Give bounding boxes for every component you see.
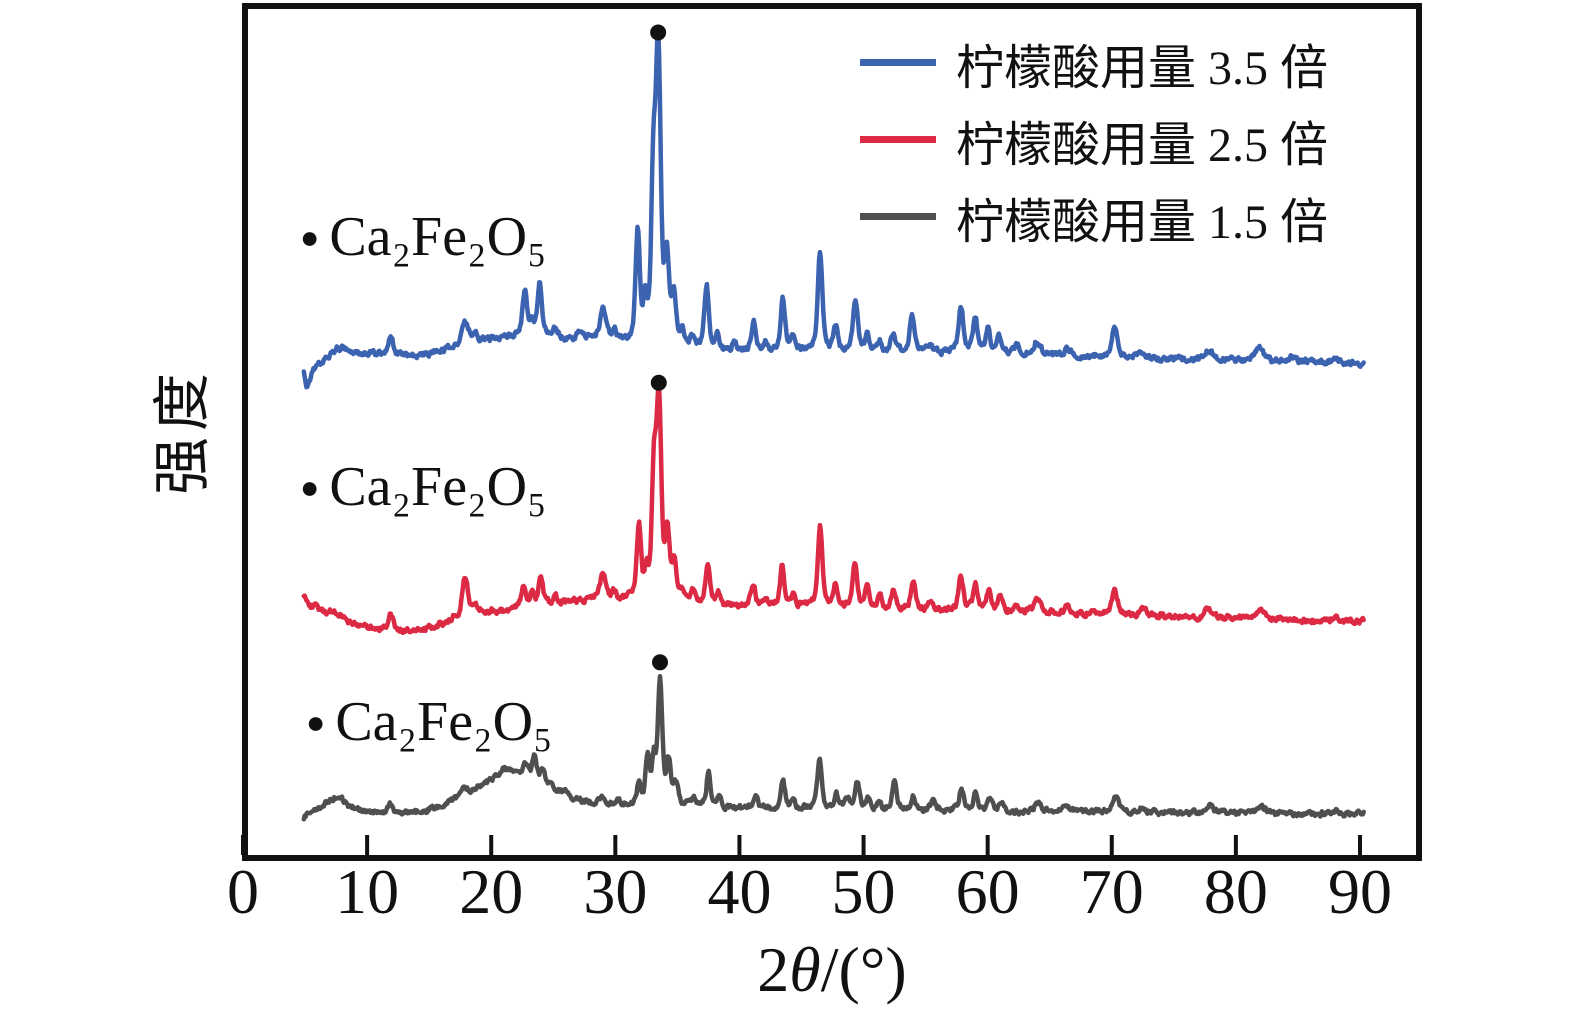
x-axis-label-prefix: 2 (757, 934, 790, 1005)
x-axis-label-suffix: /(°) (820, 934, 907, 1005)
main-peak-marker-dot-icon (650, 24, 667, 41)
x-tick-label: 70 (1080, 856, 1144, 927)
phase-formula: Ca₂Fe₂O₅ (329, 456, 547, 518)
x-axis-label: 2θ/(°) (562, 938, 1102, 1002)
phase-marker-dot-icon: ● (306, 703, 326, 740)
x-tick-label: 0 (227, 856, 259, 927)
phase-marker-dot-icon: ● (300, 218, 320, 255)
legend-line-swatch-red (860, 136, 936, 143)
phase-label: ● Ca₂Fe₂O₅ (300, 452, 547, 522)
plot-frame (242, 3, 1422, 861)
xrd-curve-0 (301, 27, 1366, 390)
legend-line-swatch-gray (860, 213, 936, 220)
legend-item: 柠檬酸用量 3.5 倍 (860, 24, 1328, 101)
xrd-curve-2 (301, 674, 1366, 822)
x-tick-label: 30 (583, 856, 647, 927)
x-tick-label: 60 (956, 856, 1020, 927)
x-tick-label: 40 (707, 856, 771, 927)
legend-label: 柠檬酸用量 3.5 倍 (956, 41, 1329, 95)
legend: 柠檬酸用量 3.5 倍 柠檬酸用量 2.5 倍 柠檬酸用量 1.5 倍 (860, 24, 1328, 255)
legend-item: 柠檬酸用量 1.5 倍 (860, 178, 1328, 255)
y-axis-label: 强度 (150, 367, 215, 496)
x-tick-label: 50 (832, 856, 896, 927)
main-peak-marker-dot-icon (652, 654, 669, 671)
x-tick-label: 10 (335, 856, 399, 927)
phase-formula: Ca₂Fe₂O₅ (335, 691, 553, 753)
legend-line-swatch-blue (860, 59, 936, 66)
legend-label: 柠檬酸用量 2.5 倍 (956, 118, 1329, 172)
phase-formula: Ca₂Fe₂O₅ (329, 206, 547, 268)
phase-marker-dot-icon: ● (300, 468, 320, 505)
x-tick-label: 80 (1204, 856, 1268, 927)
x-axis-label-theta: θ (789, 934, 821, 1005)
legend-label: 柠檬酸用量 1.5 倍 (956, 195, 1329, 249)
legend-item: 柠檬酸用量 2.5 倍 (860, 101, 1328, 178)
x-tick-label: 90 (1328, 856, 1392, 927)
main-peak-marker-dot-icon (650, 374, 667, 391)
xrd-curve-1 (301, 384, 1366, 636)
x-tick-label: 20 (459, 856, 523, 927)
phase-label: ● Ca₂Fe₂O₅ (306, 687, 553, 757)
phase-label: ● Ca₂Fe₂O₅ (300, 202, 547, 272)
